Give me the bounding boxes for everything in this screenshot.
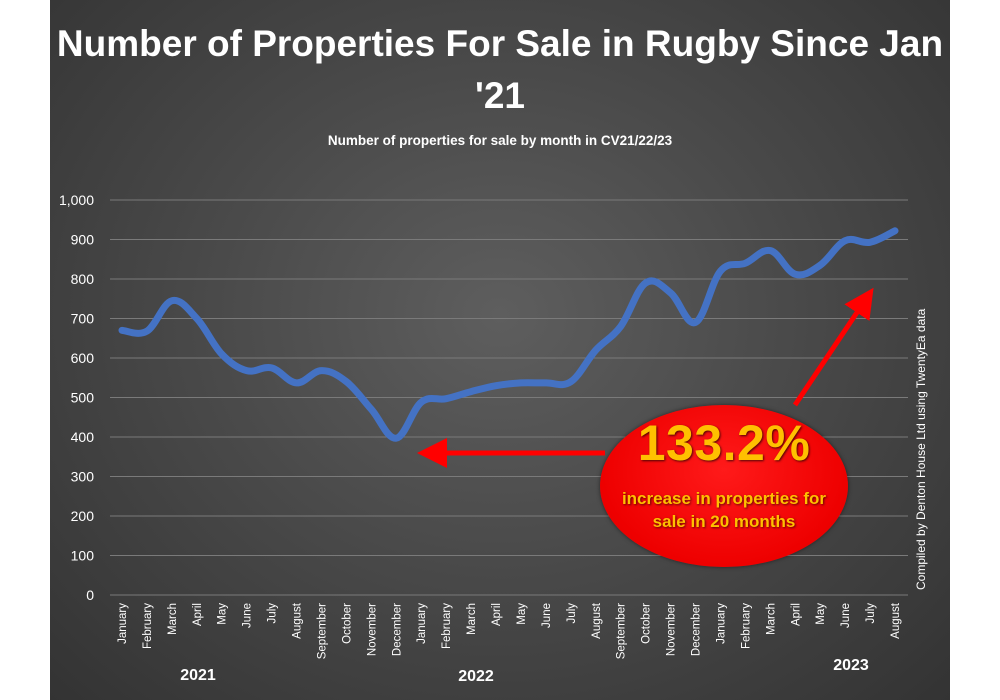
chart-title: Number of Properties For Sale in Rugby S… — [56, 23, 944, 116]
x-tick-label: May — [516, 603, 528, 625]
y-tick-label: 1,000 — [59, 192, 94, 208]
x-tick-label: February — [740, 603, 752, 649]
y-tick-label: 300 — [71, 469, 95, 485]
annotation-ellipse — [600, 405, 848, 567]
y-tick-label: 400 — [71, 429, 95, 445]
x-tick-label: December — [691, 603, 703, 656]
x-tick-label: August — [591, 602, 603, 639]
x-tick-label: October — [641, 603, 653, 644]
x-tick-label: May — [217, 603, 229, 625]
x-tick-label: January — [117, 603, 129, 644]
year-label: 2021 — [180, 667, 216, 684]
x-tick-label: April — [192, 603, 204, 626]
x-tick-label: June — [840, 603, 852, 628]
x-tick-label: July — [566, 603, 578, 624]
y-tick-label: 900 — [71, 232, 95, 248]
x-tick-label: September — [616, 603, 628, 659]
year-label: 2023 — [833, 657, 869, 674]
source-note: Compiled by Denton House Ltd using Twent… — [914, 308, 928, 590]
x-tick-label: April — [790, 603, 802, 626]
annotation-arrow-up — [792, 287, 874, 407]
x-tick-label: November — [366, 603, 378, 656]
x-tick-label: February — [142, 603, 154, 649]
x-tick-label: January — [416, 603, 428, 644]
x-tick-label: February — [441, 603, 453, 649]
x-tick-label: January — [715, 603, 727, 644]
x-tick-label: June — [242, 603, 254, 628]
x-tick-label: June — [541, 603, 553, 628]
chart-background — [50, 0, 950, 700]
x-tick-label: March — [765, 603, 777, 635]
y-tick-label: 500 — [71, 390, 95, 406]
x-tick-label: November — [666, 603, 678, 656]
x-tick-label: July — [267, 603, 279, 624]
x-tick-label: August — [890, 602, 902, 639]
x-tick-label: July — [865, 603, 877, 624]
y-tick-label: 200 — [71, 508, 95, 524]
x-tick-label: March — [466, 603, 478, 635]
y-tick-label: 0 — [86, 587, 94, 603]
series-line-properties — [118, 227, 899, 442]
chart-subtitle: Number of properties for sale by month i… — [327, 133, 673, 148]
annotation-percentage: 133.2% — [637, 415, 811, 471]
y-tick-label: 800 — [71, 271, 95, 287]
y-tick-label: 100 — [71, 548, 95, 564]
y-tick-label: 700 — [71, 311, 95, 327]
x-tick-label: December — [391, 603, 403, 656]
annotation-text: increase in properties for sale in 20 mo… — [621, 489, 827, 531]
x-tick-label: April — [491, 603, 503, 626]
y-tick-label: 600 — [71, 350, 95, 366]
x-tick-label: August — [292, 602, 304, 639]
year-label: 2022 — [458, 668, 494, 685]
x-tick-label: October — [341, 603, 353, 644]
x-tick-label: September — [316, 603, 328, 659]
x-tick-label: May — [815, 603, 827, 625]
x-tick-label: March — [167, 603, 179, 635]
